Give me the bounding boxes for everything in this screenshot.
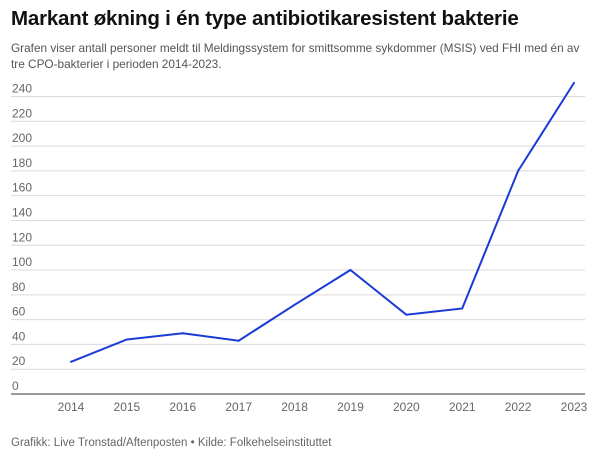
- data-point: [181, 332, 184, 335]
- y-tick-label: 120: [12, 230, 32, 244]
- y-tick-label: 20: [12, 354, 26, 368]
- data-point: [517, 169, 520, 172]
- data-point: [405, 313, 408, 316]
- series-line: [70, 82, 575, 363]
- data-point: [573, 81, 575, 84]
- x-tick-label: 2023: [561, 400, 588, 414]
- x-tick-label: 2018: [281, 400, 308, 414]
- y-tick-label: 40: [12, 329, 26, 343]
- chart-subtitle: Grafen viser antall personer meldt til M…: [11, 41, 580, 71]
- y-tick-label: 60: [12, 305, 26, 319]
- x-tick-label: 2016: [169, 400, 196, 414]
- x-tick-label: 2022: [505, 400, 532, 414]
- y-tick-label: 100: [12, 255, 32, 269]
- y-tick-label: 80: [12, 280, 26, 294]
- data-point: [293, 303, 296, 306]
- data-point: [70, 360, 72, 363]
- y-tick-label: 240: [12, 82, 32, 96]
- x-tick-label: 2015: [114, 400, 141, 414]
- data-point: [125, 338, 128, 341]
- x-tick-label: 2020: [393, 400, 420, 414]
- y-tick-label: 180: [12, 156, 32, 170]
- data-point: [349, 269, 352, 272]
- x-tick-label: 2017: [225, 400, 252, 414]
- source-credit: Grafikk: Live Tronstad/Aftenposten • Kil…: [11, 437, 332, 449]
- chart-title: Markant økning i én type antibiotikaresi…: [11, 7, 519, 30]
- y-axis-tick-labels: 0 20 40 60 80 100 120 140 160 180 200 220 240: [12, 82, 32, 394]
- x-tick-label: 2014: [58, 400, 85, 414]
- x-tick-label: 2019: [337, 400, 364, 414]
- y-tick-label: 200: [12, 131, 32, 145]
- grid-lines: [11, 96, 585, 395]
- data-series: [70, 81, 575, 363]
- y-tick-label: 140: [12, 205, 32, 219]
- x-tick-label: 2021: [449, 400, 476, 414]
- y-tick-label: 0: [12, 379, 19, 393]
- y-tick-label: 220: [12, 106, 32, 120]
- data-point: [461, 307, 464, 310]
- x-axis-tick-labels: 2014 2015 2016 2017 2018 2019 2020 2021 2022 2023: [58, 400, 588, 414]
- y-tick-label: 160: [12, 181, 32, 195]
- data-point: [237, 339, 240, 342]
